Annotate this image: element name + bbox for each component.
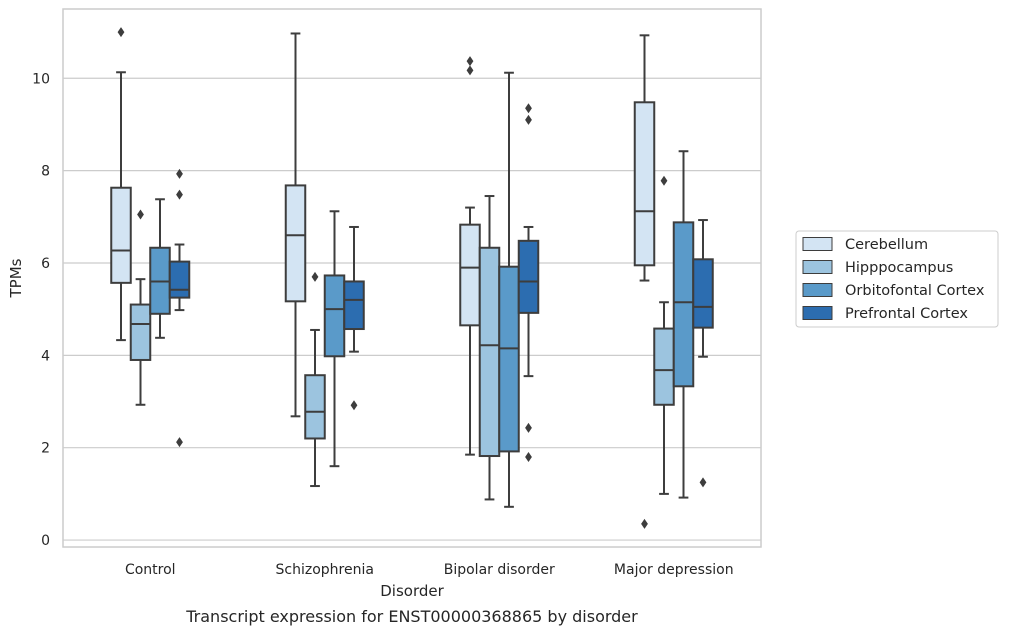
- box-body: [517, 239, 540, 314]
- box-body: [672, 221, 695, 388]
- outlier-point: [176, 189, 183, 200]
- legend-entry: Orbitofontal Cortex: [845, 283, 985, 299]
- legend-swatch: [802, 306, 833, 320]
- y-tick-label: 6: [41, 256, 50, 272]
- x-tick-label: Major depression: [614, 562, 734, 578]
- box-prefrontal-cortex: [343, 225, 365, 411]
- outlier-point: [350, 400, 358, 411]
- x-tick-label: Control: [125, 562, 176, 578]
- box-body: [129, 303, 152, 361]
- box-hipppocampus: [304, 271, 326, 488]
- outlier-point: [525, 422, 532, 433]
- x-tick-labels: Control Schizophrenia Bipolar disorder Majo…: [125, 562, 734, 578]
- outlier-point: [176, 168, 183, 179]
- legend-entry: Cerebellum: [845, 237, 928, 253]
- outlier-point: [137, 209, 144, 220]
- box-cerebellum: [633, 34, 656, 529]
- box-orbitofontal-cortex: [149, 198, 171, 339]
- outlier-point: [176, 437, 183, 448]
- legend-swatch: [802, 260, 833, 274]
- outlier-point: [466, 56, 474, 67]
- y-tick-label: 2: [41, 441, 50, 457]
- y-tick-label: 4: [41, 348, 50, 364]
- box-orbitofontal-cortex: [672, 150, 695, 499]
- box-orbitofontal-cortex: [498, 71, 520, 508]
- box-body: [304, 374, 326, 440]
- outlier-point: [466, 65, 474, 76]
- legend: Cerebellum Hipppocampus Orbitofontal Corte…: [795, 230, 999, 328]
- box-prefrontal-cortex: [168, 168, 191, 448]
- box-prefrontal-cortex: [692, 219, 714, 488]
- outlier-point: [525, 451, 532, 462]
- y-axis-label: TPMs: [7, 258, 25, 298]
- box-prefrontal-cortex: [517, 103, 540, 462]
- box-body: [284, 184, 307, 303]
- box-cerebellum: [284, 32, 307, 418]
- boxes: [110, 27, 714, 529]
- box-body: [633, 101, 656, 267]
- box-hipppocampus: [129, 209, 152, 406]
- legend-entry: Hipppocampus: [845, 260, 953, 276]
- y-tick-label: 10: [32, 71, 50, 87]
- box-orbitofontal-cortex: [323, 210, 346, 468]
- x-axis-label: Disorder: [380, 582, 444, 600]
- box-body: [323, 274, 346, 358]
- box-body: [478, 246, 501, 458]
- box-cerebellum: [110, 27, 132, 342]
- y-tick-label: 8: [41, 164, 50, 180]
- box-body: [168, 260, 191, 299]
- legend-swatch: [802, 283, 833, 297]
- box-cerebellum: [459, 56, 481, 456]
- outlier-point: [311, 271, 319, 282]
- outlier-point: [525, 103, 532, 114]
- box-body: [459, 223, 481, 327]
- outlier-point: [660, 175, 668, 186]
- box-body: [343, 280, 365, 331]
- box-hipppocampus: [478, 195, 501, 501]
- x-tick-label: Schizophrenia: [276, 562, 374, 578]
- legend-entry: Prefrontal Cortex: [845, 306, 968, 322]
- outlier-point: [699, 477, 707, 488]
- outlier-point: [641, 518, 648, 529]
- box-hipppocampus: [653, 175, 675, 495]
- legend-frame: [795, 230, 999, 328]
- legend-swatch: [802, 237, 833, 251]
- box-body: [110, 186, 132, 284]
- box-body: [692, 258, 714, 329]
- plot-frame: [62, 8, 762, 548]
- y-tick-label: 0: [41, 533, 50, 549]
- x-tick-label: Bipolar disorder: [444, 562, 555, 578]
- chart-caption: Transcript expression for ENST0000036886…: [185, 607, 638, 626]
- box-body: [653, 327, 675, 406]
- box-body: [498, 265, 520, 453]
- y-tick-labels: 0 2 4 6 8 10: [32, 71, 50, 549]
- outlier-point: [525, 114, 532, 125]
- outlier-point: [117, 27, 125, 38]
